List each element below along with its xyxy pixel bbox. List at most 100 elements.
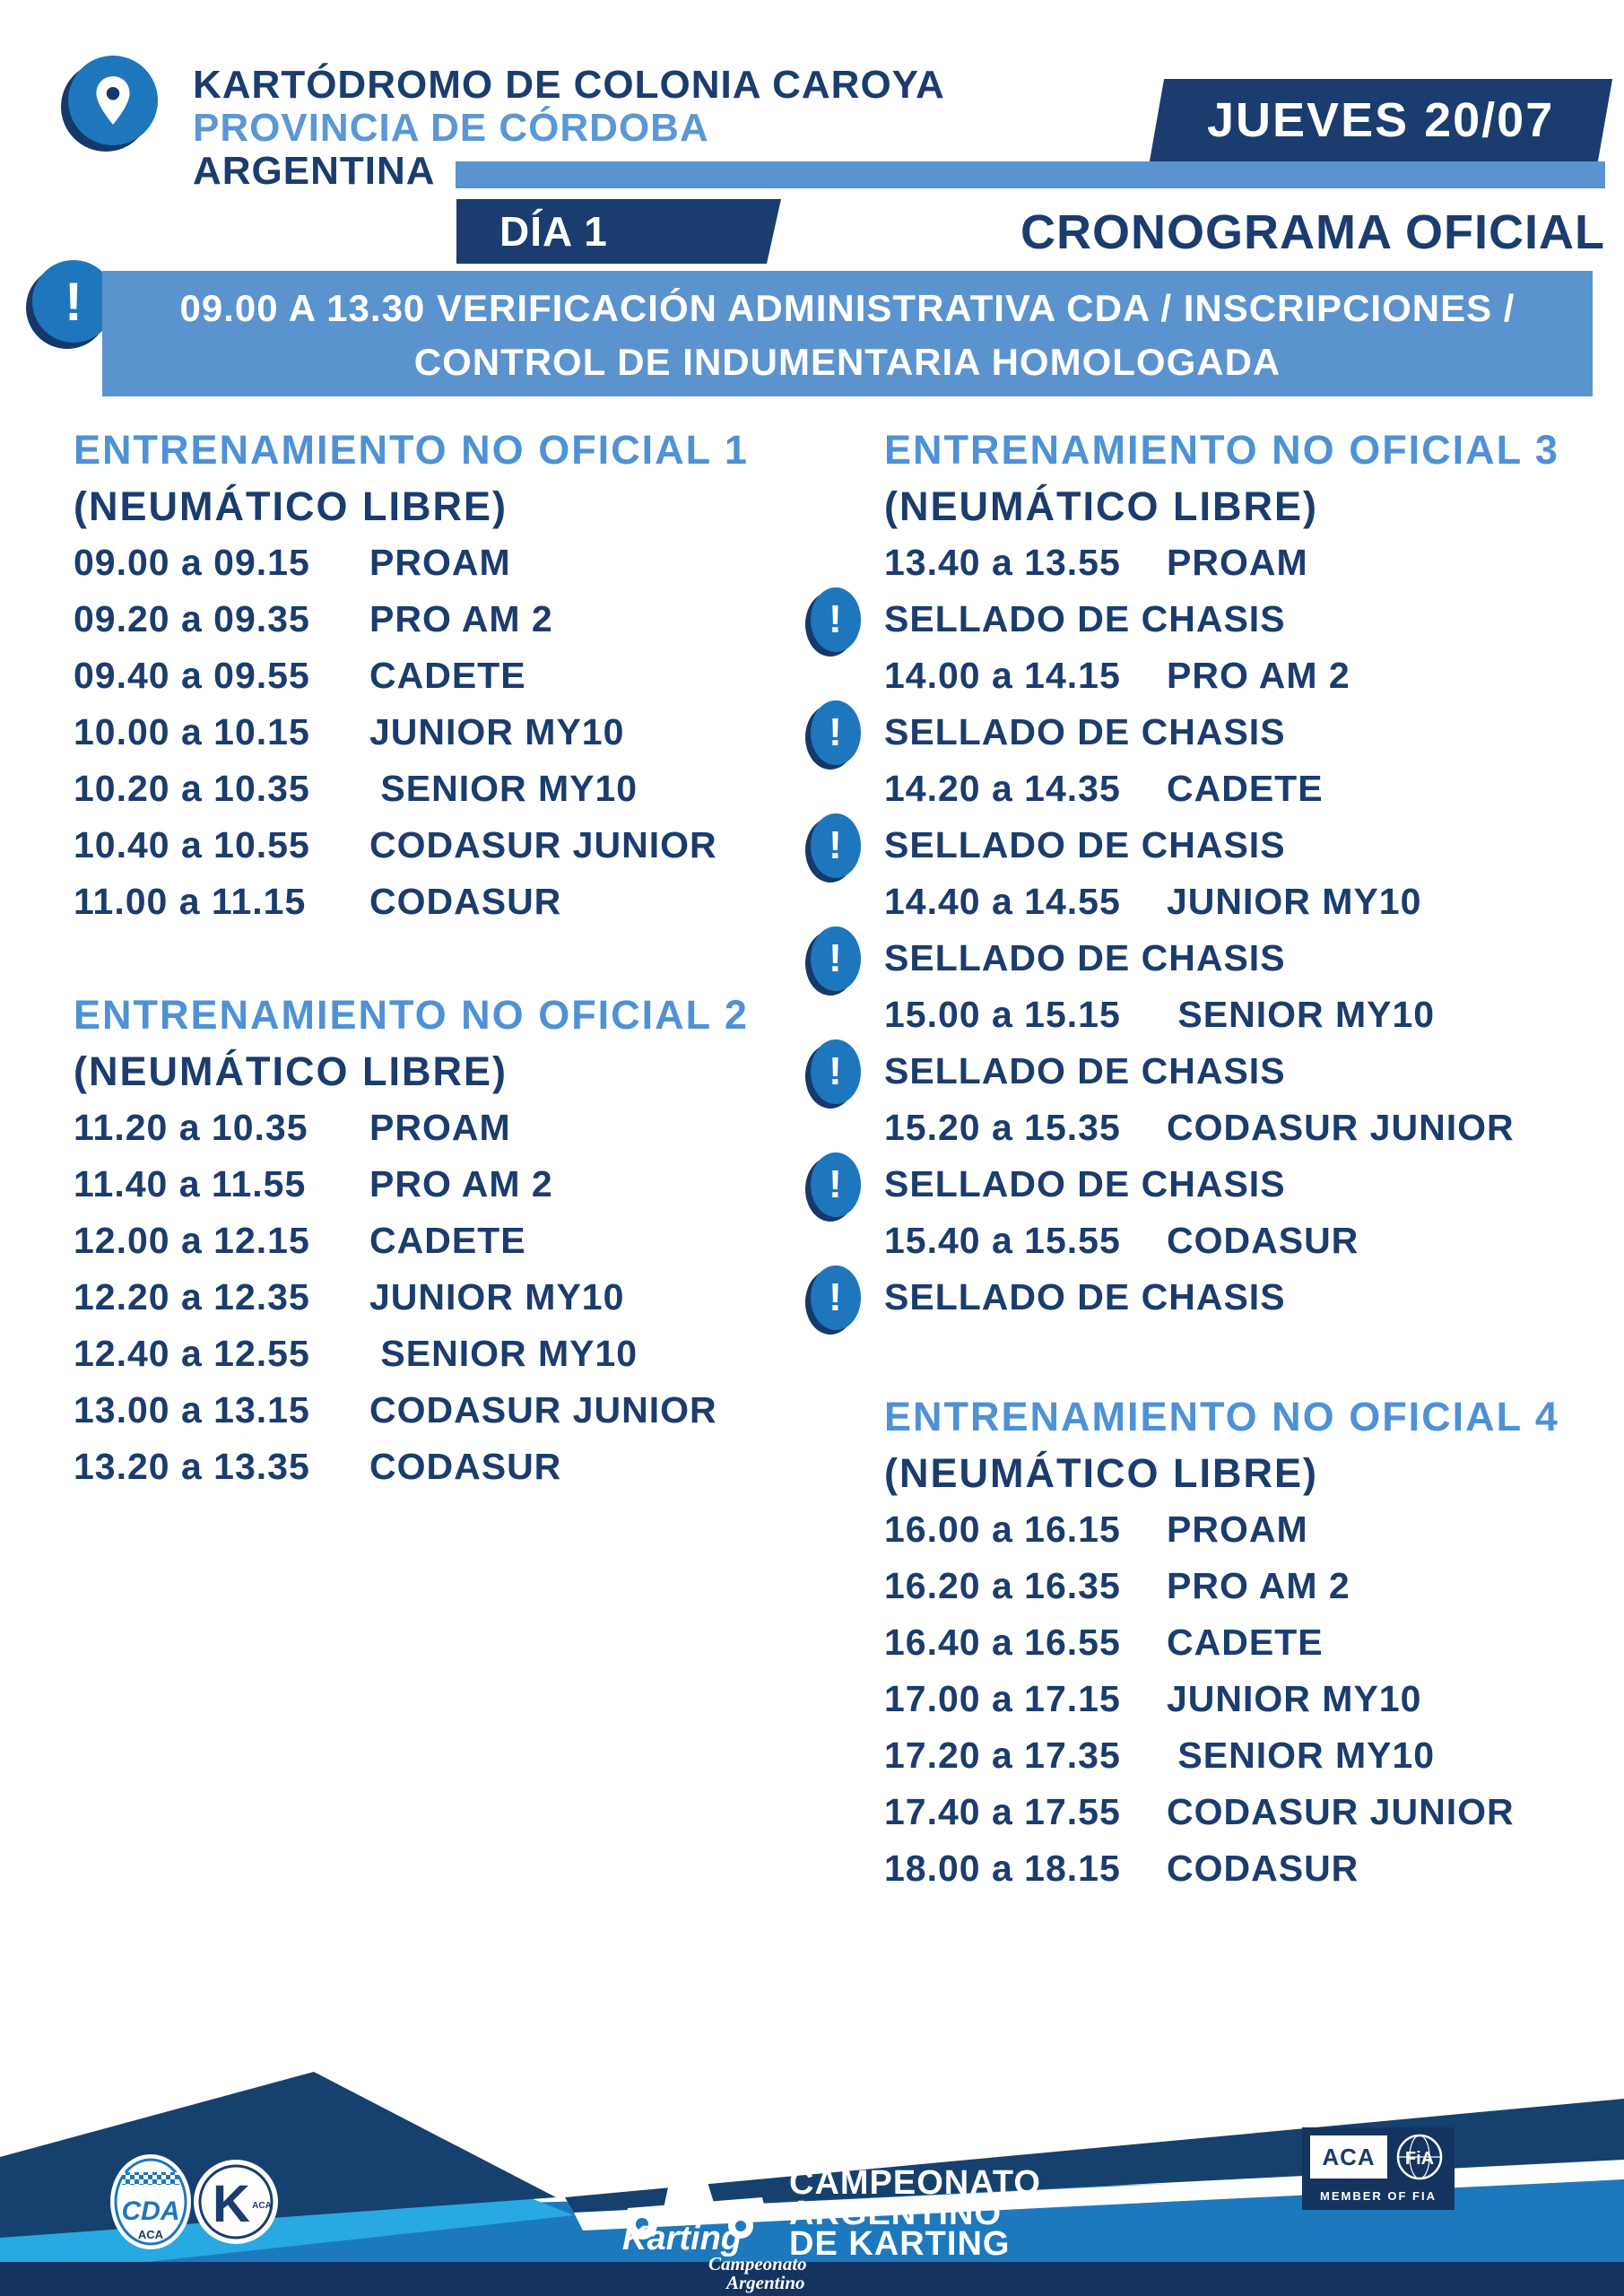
fia-label: FiA (1405, 2149, 1434, 2169)
k-logo: K ACA (194, 2160, 278, 2244)
schedule-row: 17.40 a 17.55 CODASUR JUNIOR (807, 1784, 1624, 1840)
section-title: ENTRENAMIENTO NO OFICIAL 4 (884, 1394, 1559, 1439)
icon-spacer (807, 1240, 884, 1241)
sellado-label: SELLADO DE CHASIS (884, 598, 1286, 639)
column-left: ENTRENAMIENTO NO OFICIAL 1 (NEUMÁTICO LIB… (74, 422, 800, 1495)
schedule-row: 16.40 a 16.55 CADETE (807, 1614, 1624, 1671)
section-subtitle: (NEUMÁTICO LIBRE) (884, 1450, 1318, 1496)
row-category: JUNIOR MY10 (1167, 1678, 1422, 1719)
schedule-row: 09.00 a 09.15 PROAM (74, 535, 800, 591)
sellado-label: SELLADO DE CHASIS (884, 937, 1286, 978)
schedule-row: 10.40 a 10.55 CODASUR JUNIOR (74, 817, 800, 874)
alert-exclamation-icon (811, 587, 861, 652)
row-category: JUNIOR MY10 (1167, 881, 1422, 922)
row-time: 10.00 a 10.15 (74, 711, 310, 752)
schedule-row: 16.20 a 16.35 PRO AM 2 (807, 1558, 1624, 1614)
fia-member-box: ACA FiA MEMBER OF FIA (1302, 2127, 1455, 2210)
sellado-label: SELLADO DE CHASIS (884, 1050, 1286, 1091)
row-time: 11.00 a 11.15 (74, 881, 307, 922)
schedule-section-3: ENTRENAMIENTO NO OFICIAL 3 (NEUMÁTICO LIB… (807, 422, 1624, 1330)
section-title: ENTRENAMIENTO NO OFICIAL 2 (74, 992, 749, 1038)
icon-spacer (807, 562, 884, 563)
schedule-row: 11.00 a 11.15 CODASUR (74, 874, 800, 930)
schedule-row: 12.40 a 12.55 SENIOR MY10 (74, 1326, 800, 1382)
icon-spacer (807, 1868, 884, 1869)
row-category: SENIOR MY10 (369, 768, 638, 809)
row-time: 12.40 a 12.55 (74, 1333, 310, 1374)
sellado-row: SELLADO DE CHASIS (807, 813, 1624, 878)
sellado-row: SELLADO DE CHASIS (807, 1152, 1624, 1217)
row-category: PROAM (369, 1107, 511, 1148)
section-title: ENTRENAMIENTO NO OFICIAL 3 (884, 427, 1559, 473)
row-time: 17.20 a 17.35 (884, 1735, 1121, 1776)
row-category: PRO AM 2 (369, 1163, 553, 1205)
map-pin-glyph (96, 76, 130, 125)
icon-spacer (807, 788, 884, 789)
sellado-label: SELLADO DE CHASIS (884, 1276, 1286, 1318)
kart-logo-sub1: Campeonato (708, 2253, 807, 2274)
icon-spacer (807, 1642, 884, 1643)
row-time: 09.00 a 09.15 (74, 542, 310, 583)
page-title: CRONOGRAMA OFICIAL (1020, 205, 1605, 259)
schedule-row: 14.00 a 14.15 PRO AM 2 (807, 648, 1624, 704)
section-subtitle: (NEUMÁTICO LIBRE) (74, 483, 508, 529)
schedule-section-4: ENTRENAMIENTO NO OFICIAL 4 (NEUMÁTICO LIB… (807, 1388, 1624, 1897)
row-time: 13.00 a 13.15 (74, 1389, 310, 1431)
schedule-row: 12.00 a 12.15 CADETE (74, 1213, 800, 1269)
alert-exclamation-icon (32, 260, 115, 343)
row-category: CODASUR (369, 1446, 562, 1487)
championship-wordmark: CAMPEONATO ARGENTINO DE KARTING (789, 2164, 1040, 2263)
day-badge-label: DÍA 1 (499, 208, 608, 255)
row-time: 09.40 a 09.55 (74, 655, 310, 696)
schedule-row: 10.00 a 10.15 JUNIOR MY10 (74, 704, 800, 761)
date-badge: JUEVES 20/07 (1149, 79, 1613, 161)
row-category: PRO AM 2 (369, 598, 553, 639)
row-time: 15.00 a 15.15 (884, 994, 1121, 1035)
schedule-row: 13.40 a 13.55 PROAM (807, 535, 1624, 591)
schedule-row: 16.00 a 16.15 PROAM (807, 1501, 1624, 1558)
icon-spacer (807, 1755, 884, 1756)
row-category: SENIOR MY10 (1167, 994, 1436, 1035)
row-category: CADETE (369, 1220, 526, 1261)
day-badge: DÍA 1 (456, 199, 781, 264)
schedule-row: 14.40 a 14.55 JUNIOR MY10 (807, 874, 1624, 930)
alert-exclamation-icon (811, 1265, 861, 1330)
venue-title: KARTÓDROMO DE COLONIA CAROYA (193, 63, 945, 107)
date-badge-label: JUEVES 20/07 (1207, 93, 1555, 147)
kart-logo: Karting Campeonato Argentino (622, 2150, 807, 2293)
notice-line-1: 09.00 A 13.30 VERIFICACIÓN ADMINISTRATIV… (179, 287, 1515, 329)
schedule-row: 15.40 a 15.55 CODASUR (807, 1213, 1624, 1269)
schedule-row: 13.20 a 13.35 CODASUR (74, 1439, 800, 1495)
schedule-row: 11.20 a 10.35 PROAM (74, 1100, 800, 1156)
section-subtitle: (NEUMÁTICO LIBRE) (74, 1048, 508, 1094)
footer-navy-band-right (565, 2099, 1624, 2213)
schedule-row: 18.00 a 18.15 CODASUR (807, 1840, 1624, 1897)
row-time: 10.20 a 10.35 (74, 768, 310, 809)
alert-exclamation-icon (811, 1039, 861, 1104)
row-time: 10.40 a 10.55 (74, 824, 310, 865)
alert-exclamation-icon (811, 700, 861, 765)
row-category: JUNIOR MY10 (369, 711, 625, 752)
cda-sub: ACA (138, 2228, 164, 2241)
schedule-row: 14.20 a 14.35 CADETE (807, 761, 1624, 817)
icon-spacer (807, 1529, 884, 1530)
section-subtitle: (NEUMÁTICO LIBRE) (884, 483, 1318, 529)
row-category: PRO AM 2 (1167, 1565, 1350, 1606)
sellado-label: SELLADO DE CHASIS (884, 711, 1286, 752)
icon-spacer (807, 675, 884, 676)
icon-spacer (807, 1014, 884, 1015)
schedule-row: 10.20 a 10.35 SENIOR MY10 (74, 761, 800, 817)
row-time: 14.20 a 14.35 (884, 768, 1121, 809)
row-time: 11.20 a 10.35 (74, 1107, 308, 1148)
venue-country: ARGENTINA (193, 149, 436, 193)
member-of-fia-label: MEMBER OF FIA (1320, 2189, 1437, 2203)
row-time: 12.00 a 12.15 (74, 1220, 310, 1261)
schedule-row: 15.00 a 15.15 SENIOR MY10 (807, 987, 1624, 1043)
cda-label: CDA (122, 2196, 180, 2226)
schedule-row: 13.00 a 13.15 CODASUR JUNIOR (74, 1382, 800, 1439)
row-time: 16.40 a 16.55 (884, 1622, 1121, 1663)
cda-logo: CDA ACA (110, 2154, 191, 2249)
icon-spacer (807, 901, 884, 902)
notice-line-2: CONTROL DE INDUMENTARIA HOMOLOGADA (413, 341, 1281, 383)
row-category: PRO AM 2 (1167, 655, 1350, 696)
